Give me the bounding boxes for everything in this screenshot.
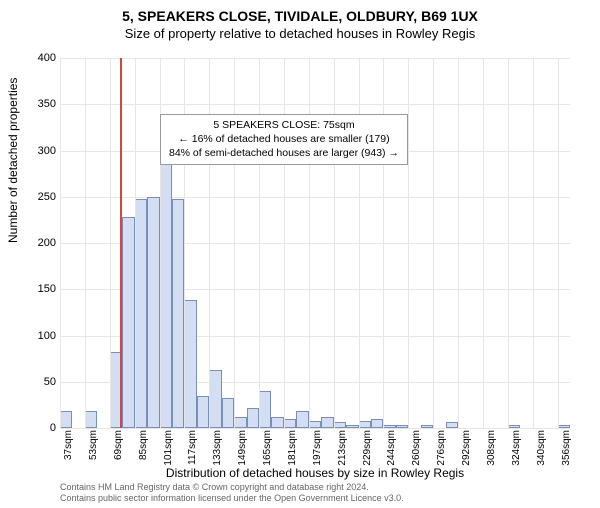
histogram-bar xyxy=(197,396,209,428)
x-tick-label: 69sqm xyxy=(113,430,124,470)
info-line-3: 84% of semi-detached houses are larger (… xyxy=(169,146,399,160)
grid-line xyxy=(85,58,86,428)
grid-line xyxy=(508,58,509,428)
histogram-bar xyxy=(85,411,97,428)
x-tick-label: 356sqm xyxy=(561,430,572,470)
y-tick-label: 250 xyxy=(26,191,56,203)
grid-line xyxy=(458,58,459,428)
x-axis: 37sqm 53sqm 69sqm 85sqm 101sqm 117sqm 133sqm 14… xyxy=(60,428,570,468)
y-tick-label: 350 xyxy=(26,98,56,110)
x-tick-label: 117sqm xyxy=(187,430,198,470)
histogram-bar xyxy=(247,408,259,428)
histogram-bar xyxy=(172,199,184,428)
histogram-bar xyxy=(234,417,246,428)
histogram-bar xyxy=(147,197,159,428)
grid-line xyxy=(60,58,61,428)
histogram-bar xyxy=(209,370,221,428)
y-axis-label: Number of detached properties xyxy=(6,78,20,243)
plot-area: 5 SPEAKERS CLOSE: 75sqm ← 16% of detache… xyxy=(60,58,570,428)
footer-line-2: Contains public sector information licen… xyxy=(60,493,404,504)
histogram-bar xyxy=(284,419,296,428)
histogram-bar xyxy=(359,421,371,428)
x-tick-label: 213sqm xyxy=(337,430,348,470)
x-tick-label: 181sqm xyxy=(287,430,298,470)
histogram-bar xyxy=(222,398,234,428)
x-tick-label: 340sqm xyxy=(536,430,547,470)
x-tick-label: 276sqm xyxy=(436,430,447,470)
histogram-bar xyxy=(271,417,283,428)
histogram-bar xyxy=(135,199,147,428)
grid-line xyxy=(135,58,136,428)
x-tick-label: 260sqm xyxy=(411,430,422,470)
histogram-bar xyxy=(371,419,383,428)
y-tick-label: 400 xyxy=(26,52,56,64)
x-tick-label: 37sqm xyxy=(63,430,74,470)
grid-line xyxy=(60,197,570,198)
info-line-1: 5 SPEAKERS CLOSE: 75sqm xyxy=(169,118,399,132)
y-tick-label: 50 xyxy=(26,376,56,388)
chart-subtitle: Size of property relative to detached ho… xyxy=(0,26,600,41)
grid-line xyxy=(408,58,409,428)
x-axis-label: Distribution of detached houses by size … xyxy=(60,466,570,480)
grid-line xyxy=(558,58,559,428)
grid-line xyxy=(110,58,111,428)
grid-line xyxy=(483,58,484,428)
y-tick-label: 300 xyxy=(26,145,56,157)
y-tick-label: 150 xyxy=(26,283,56,295)
x-tick-label: 53sqm xyxy=(88,430,99,470)
grid-line xyxy=(60,58,570,59)
histogram-bar xyxy=(60,411,72,428)
histogram-bar xyxy=(321,417,333,428)
footer-line-1: Contains HM Land Registry data © Crown c… xyxy=(60,482,404,493)
x-tick-label: 85sqm xyxy=(138,430,149,470)
x-tick-label: 101sqm xyxy=(163,430,174,470)
histogram-bar xyxy=(122,217,134,428)
property-marker-line xyxy=(120,58,122,428)
x-tick-label: 324sqm xyxy=(511,430,522,470)
x-tick-label: 229sqm xyxy=(362,430,373,470)
info-line-2: ← 16% of detached houses are smaller (17… xyxy=(169,132,399,146)
y-axis: 050100150200250300350400 xyxy=(30,58,60,428)
chart-title: 5, SPEAKERS CLOSE, TIVIDALE, OLDBURY, B6… xyxy=(0,8,600,24)
x-tick-label: 244sqm xyxy=(386,430,397,470)
histogram-bar xyxy=(259,391,271,428)
grid-line xyxy=(433,58,434,428)
histogram-bar xyxy=(160,138,172,428)
grid-line xyxy=(533,58,534,428)
y-tick-label: 0 xyxy=(26,422,56,434)
x-tick-label: 197sqm xyxy=(312,430,323,470)
chart-container: 5, SPEAKERS CLOSE, TIVIDALE, OLDBURY, B6… xyxy=(0,8,600,508)
histogram-bar xyxy=(184,300,196,428)
y-tick-label: 200 xyxy=(26,237,56,249)
grid-line xyxy=(60,104,570,105)
footer: Contains HM Land Registry data © Crown c… xyxy=(60,482,404,504)
x-tick-label: 165sqm xyxy=(262,430,273,470)
x-tick-label: 149sqm xyxy=(237,430,248,470)
x-tick-label: 308sqm xyxy=(486,430,497,470)
histogram-bar xyxy=(296,411,308,428)
info-box: 5 SPEAKERS CLOSE: 75sqm ← 16% of detache… xyxy=(160,114,408,165)
y-tick-label: 100 xyxy=(26,330,56,342)
x-tick-label: 133sqm xyxy=(212,430,223,470)
x-tick-label: 292sqm xyxy=(461,430,472,470)
histogram-bar xyxy=(309,421,321,428)
